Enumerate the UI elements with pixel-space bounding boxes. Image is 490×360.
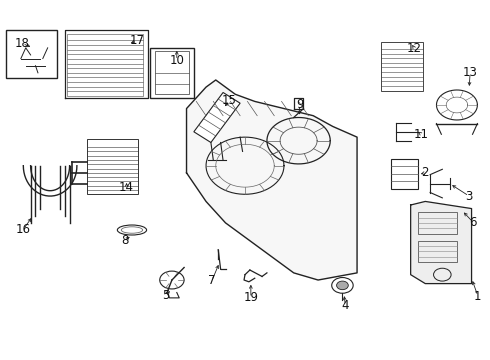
- Text: 13: 13: [463, 66, 478, 79]
- Text: 8: 8: [121, 234, 128, 247]
- Text: 3: 3: [466, 190, 473, 203]
- Text: 17: 17: [129, 34, 145, 47]
- Text: 2: 2: [421, 166, 429, 179]
- Text: 9: 9: [296, 99, 303, 112]
- Text: 19: 19: [244, 291, 258, 305]
- Text: 16: 16: [16, 223, 31, 236]
- Text: 10: 10: [170, 54, 184, 67]
- Text: 11: 11: [414, 128, 429, 141]
- Text: 14: 14: [119, 181, 134, 194]
- Circle shape: [337, 281, 348, 290]
- Bar: [381, 42, 423, 91]
- Bar: [155, 51, 189, 94]
- Polygon shape: [194, 93, 240, 143]
- Text: 1: 1: [474, 289, 482, 303]
- Bar: [150, 48, 194, 98]
- Text: 6: 6: [469, 216, 477, 229]
- Bar: [6, 30, 57, 78]
- Text: 4: 4: [342, 299, 349, 312]
- Polygon shape: [187, 80, 357, 280]
- Text: 18: 18: [15, 37, 30, 50]
- Bar: [418, 241, 457, 262]
- Bar: [87, 139, 138, 194]
- Polygon shape: [411, 202, 471, 284]
- Bar: [418, 212, 457, 234]
- Bar: [67, 33, 143, 96]
- Circle shape: [332, 278, 353, 293]
- Text: 15: 15: [222, 94, 237, 107]
- Text: 7: 7: [208, 274, 216, 287]
- Text: 5: 5: [162, 288, 170, 302]
- Text: 12: 12: [407, 42, 422, 55]
- Bar: [391, 158, 418, 189]
- Circle shape: [160, 271, 184, 289]
